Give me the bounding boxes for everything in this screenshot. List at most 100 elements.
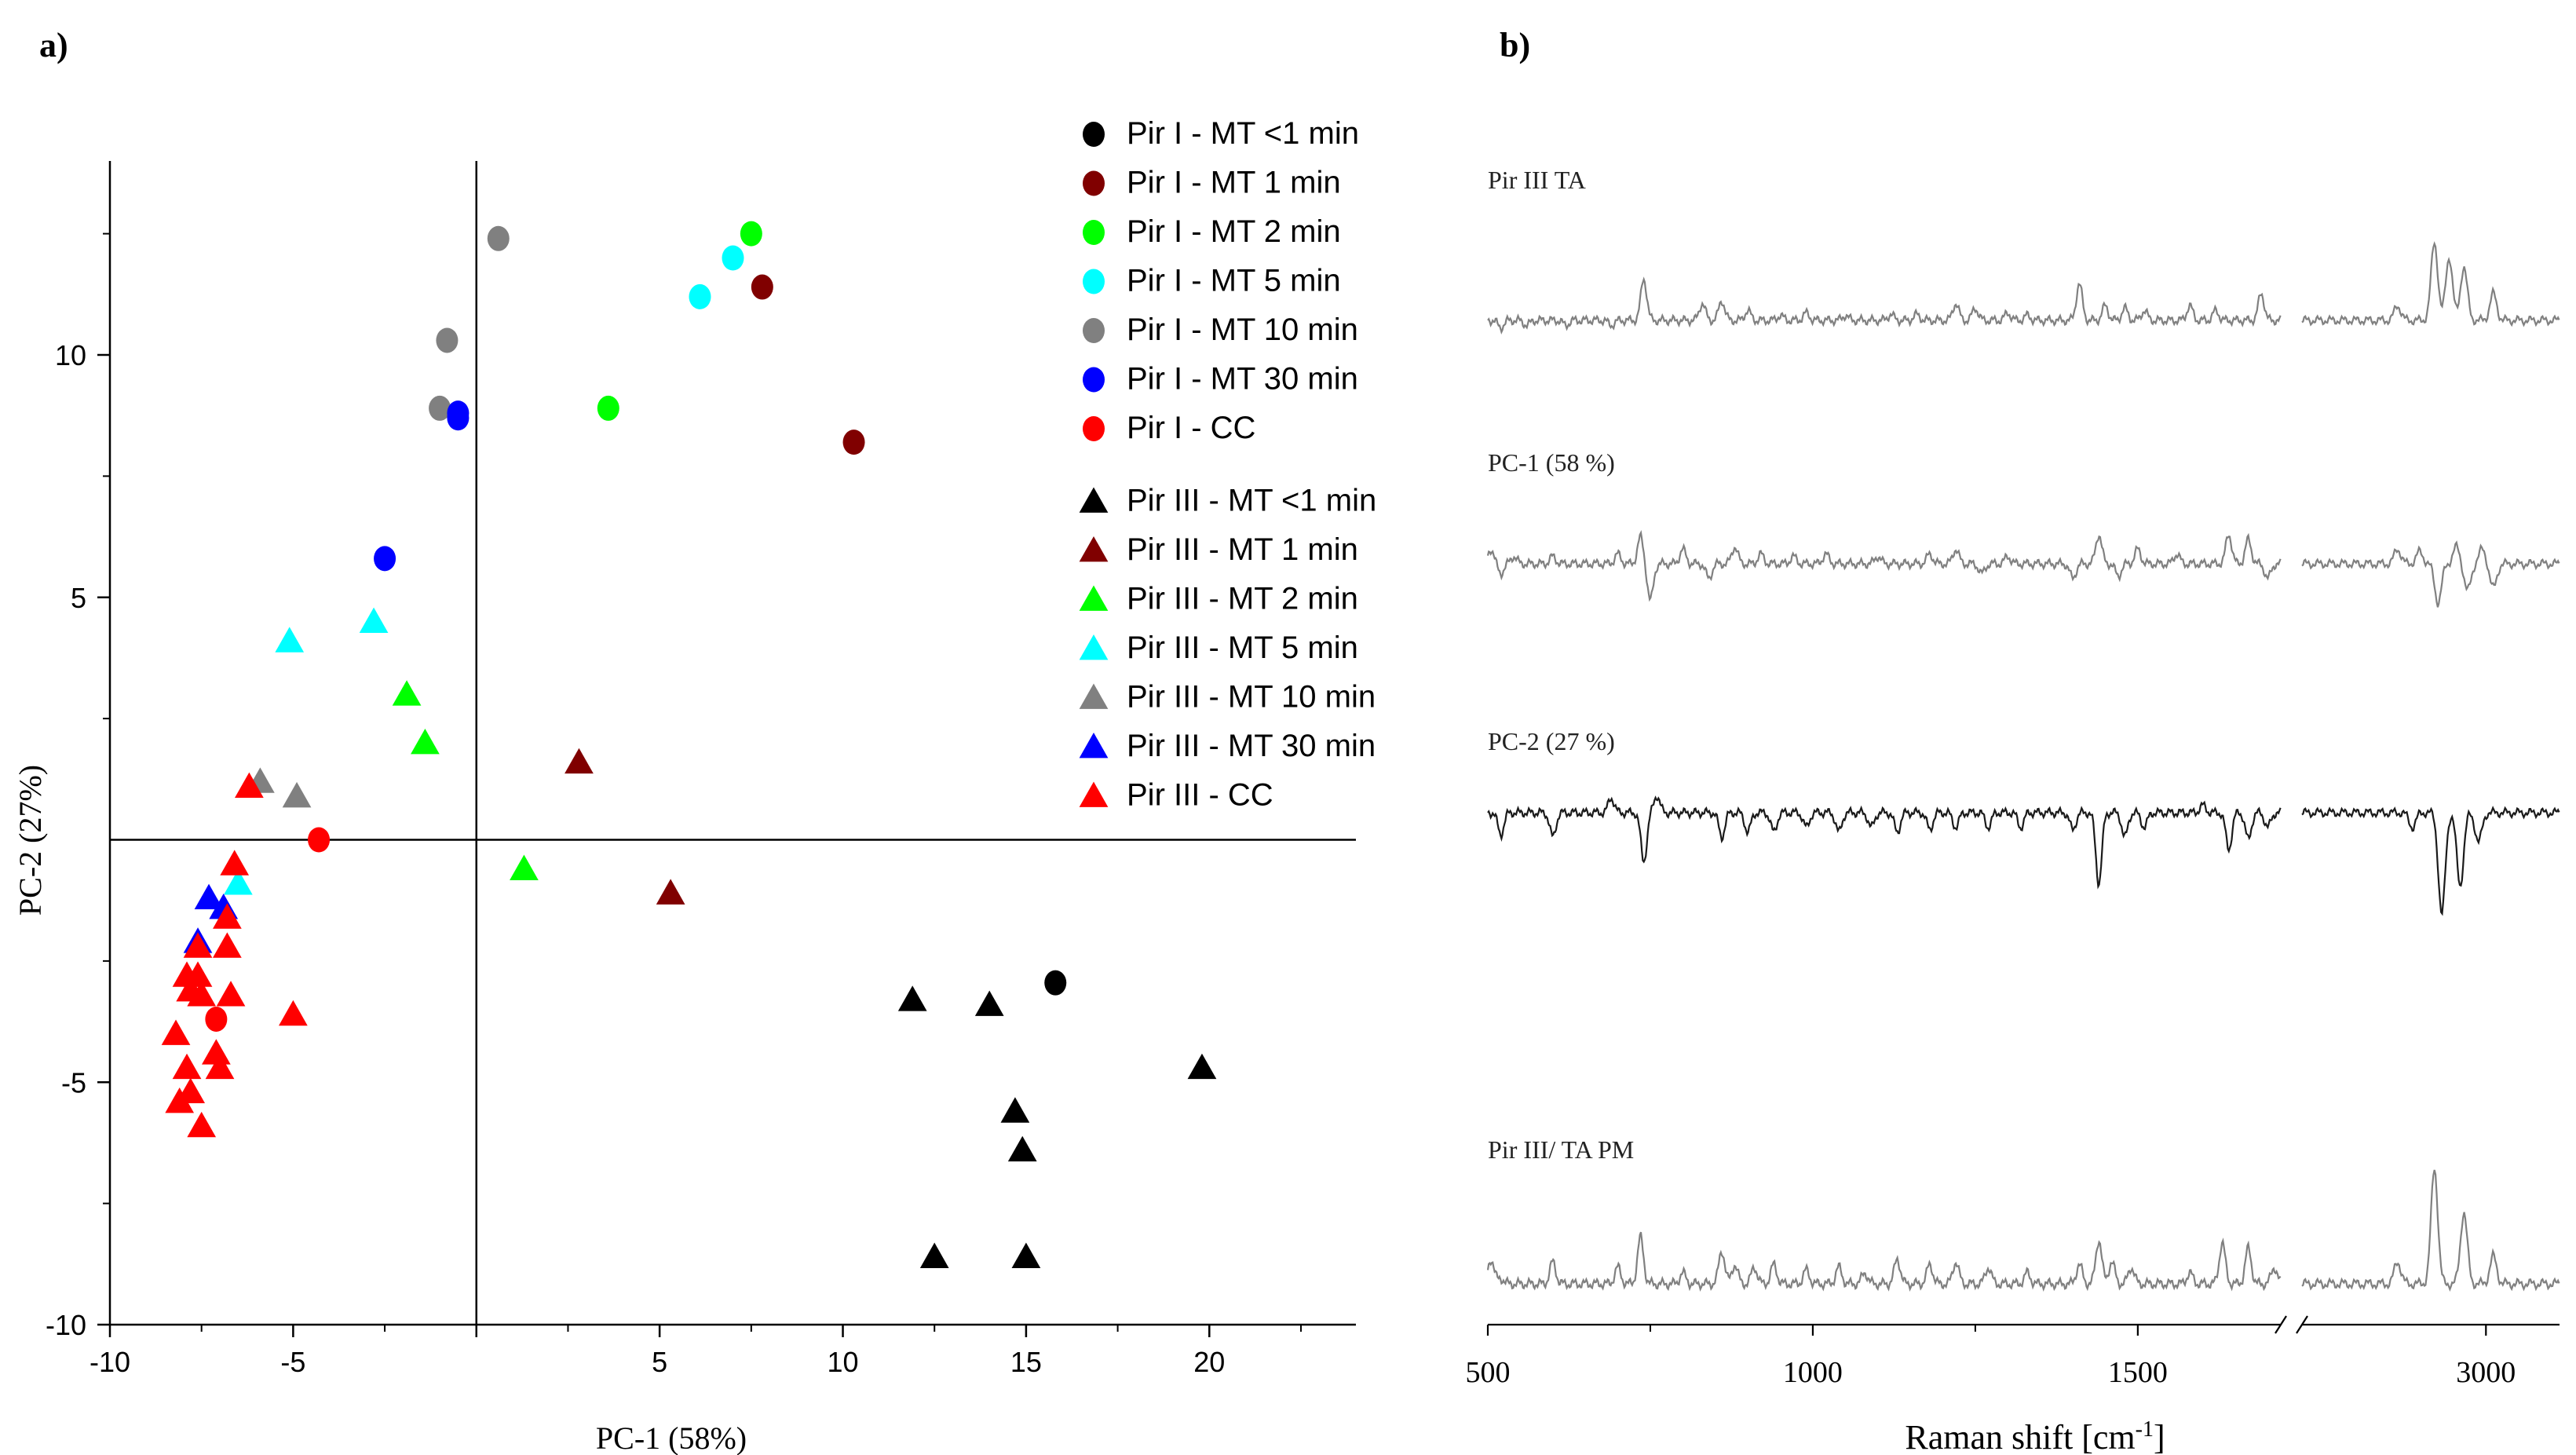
panel-a-label: a) bbox=[39, 26, 68, 64]
point-pir-i-mt-10-min bbox=[436, 327, 459, 353]
triangle-point-pir-iii-cc bbox=[216, 981, 246, 1007]
axis-break-mark bbox=[2296, 1315, 2308, 1334]
b-x-axis-label: Raman shift [cm-1] bbox=[1905, 1417, 2165, 1455]
triangle-point-pir-iii-mt-5-min bbox=[224, 869, 253, 895]
triangle-point-pir-iii-mt-1-min bbox=[1007, 1135, 1037, 1162]
y-axis-label: PC-2 (27%) bbox=[13, 765, 48, 916]
legend-label: Pir III - CC bbox=[1127, 778, 1273, 813]
legend-label: Pir III - MT 2 min bbox=[1127, 582, 1358, 616]
legend-label: Pir I - MT 2 min bbox=[1127, 214, 1341, 249]
triangle-point-pir-iii-mt-5-min bbox=[359, 607, 389, 634]
legend-marker-pir-i-mt-10-min bbox=[1083, 318, 1105, 343]
triangle-point-pir-iii-cc bbox=[213, 932, 242, 958]
b-x-axis: 500 1000 1500 3000 bbox=[1466, 1315, 2560, 1389]
point-pir-i-mt-1-min bbox=[751, 274, 773, 300]
legend-marker-pir-iii-mt-10-min bbox=[1079, 683, 1109, 709]
triangle-point-pir-iii-mt-1-min bbox=[919, 1242, 949, 1268]
spectrum-pir-iii-ta-high bbox=[2301, 241, 2560, 327]
triangle-point-pir-iii-mt-5-min bbox=[275, 627, 305, 653]
legend-marker-pir-iii-mt-5-min bbox=[1079, 634, 1109, 660]
b-x-tick-label: 1000 bbox=[1783, 1356, 1843, 1389]
x-ticks: -10 -5 5 10 15 20 bbox=[90, 1325, 1302, 1378]
triangle-point-pir-iii-cc bbox=[187, 981, 217, 1007]
legend-label: Pir III - MT 30 min bbox=[1127, 729, 1376, 763]
legend-marker-pir-i-mt-30-min bbox=[1083, 367, 1105, 393]
b-x-tick-label: 1500 bbox=[2108, 1356, 2168, 1389]
triangle-point-pir-iii-cc bbox=[205, 1053, 235, 1080]
triangle-point-pir-iii-mt-1-min bbox=[1011, 1242, 1041, 1268]
b-x-tick-label: 500 bbox=[1466, 1356, 1511, 1389]
triangle-point-pir-iii-cc bbox=[161, 1019, 191, 1045]
point-pir-i-mt-5-min bbox=[689, 283, 711, 309]
x-tick-label: 10 bbox=[828, 1346, 859, 1378]
legend-marker-pir-i-mt-5-min bbox=[1083, 269, 1105, 294]
spectrum-pc-1-58-high bbox=[2301, 540, 2560, 608]
triangle-point-pir-iii-mt-10-min bbox=[282, 781, 312, 808]
legend-marker-pir-iii-mt-1-min bbox=[1079, 536, 1109, 562]
triangle-point-pir-iii-mt-1-min bbox=[974, 990, 1004, 1016]
spectrum-label-pir-iii-ta-pm: Pir III/ TA PM bbox=[1488, 1135, 1634, 1164]
x-tick-label: 5 bbox=[652, 1346, 667, 1378]
legend-marker-pir-i-cc bbox=[1083, 416, 1105, 441]
point-pir-i-mt-30-min bbox=[374, 546, 396, 572]
spectra: Pir III TA PC-1 (58 %) PC-2 (27 %) Pir III/… bbox=[1486, 166, 2560, 1292]
point-pir-i-mt-2-min bbox=[740, 221, 762, 247]
y-tick-label: -10 bbox=[46, 1309, 86, 1341]
triangle-point-pir-iii-mt-1-min bbox=[897, 985, 927, 1011]
legend-label: Pir III - MT <1 min bbox=[1127, 484, 1376, 518]
spectrum-label-pir-iii-ta: Pir III TA bbox=[1488, 166, 1586, 194]
legend-label: Pir I - MT 10 min bbox=[1127, 313, 1358, 347]
x-tick-label: -5 bbox=[280, 1346, 305, 1378]
b-x-tick-label: 3000 bbox=[2456, 1356, 2516, 1389]
data-points bbox=[161, 221, 1217, 1268]
panel-a: a) -10 -5 5 10 15 20 -10 -5 5 10 PC-1 (58%) PC-2… bbox=[13, 26, 1376, 1455]
triangle-point-pir-iii-mt-1-min bbox=[565, 748, 594, 774]
legend-marker-pir-i-mt-1-min bbox=[1083, 170, 1105, 196]
y-ticks: -10 -5 5 10 bbox=[46, 232, 110, 1341]
x-tick-label: -10 bbox=[90, 1346, 130, 1378]
point-pir-i-mt-10-min bbox=[487, 225, 510, 251]
legend-label: Pir III - MT 1 min bbox=[1127, 532, 1358, 567]
point-pir-i-mt-2-min bbox=[597, 395, 619, 421]
triangle-point-pir-iii-mt-2-min bbox=[510, 854, 539, 880]
triangle-point-pir-iii-mt-30-min bbox=[194, 883, 224, 909]
spectrum-pir-iii-ta-low bbox=[1487, 276, 2282, 335]
triangle-point-pir-iii-cc bbox=[172, 1053, 202, 1080]
legend-marker-pir-i-mt-1-min bbox=[1083, 122, 1105, 147]
panel-b-label: b) bbox=[1500, 26, 1530, 64]
spectrum-label-pc-2-27: PC-2 (27 %) bbox=[1488, 727, 1615, 755]
legend-marker-pir-i-mt-2-min bbox=[1083, 220, 1105, 245]
triangle-point-pir-iii-mt-1-min bbox=[1187, 1053, 1217, 1080]
triangle-point-pir-iii-cc bbox=[183, 932, 213, 958]
point-pir-i-cc bbox=[205, 1006, 228, 1032]
triangle-point-pir-iii-mt-1-min bbox=[1000, 1097, 1030, 1123]
axis-break-mark bbox=[2275, 1315, 2287, 1334]
legend-label: Pir I - MT 1 min bbox=[1127, 166, 1341, 200]
x-axis-label: PC-1 (58%) bbox=[596, 1420, 747, 1455]
spectrum-pir-iii-ta-pm-low bbox=[1486, 1231, 2282, 1292]
spectrum-pc-2-27-low bbox=[1487, 795, 2282, 890]
y-tick-label: 5 bbox=[71, 582, 86, 614]
spectrum-pir-iii-ta-pm-high bbox=[2301, 1169, 2560, 1292]
x-tick-label: 20 bbox=[1193, 1346, 1225, 1378]
point-pir-i-mt-5-min bbox=[722, 245, 744, 271]
point-pir-i-mt-1-min bbox=[1044, 970, 1067, 996]
legend-label: Pir I - MT <1 min bbox=[1127, 116, 1359, 151]
legend: Pir I - MT <1 min Pir I - MT 1 min Pir I -… bbox=[1079, 116, 1376, 813]
legend-marker-pir-iii-mt-1-min bbox=[1079, 487, 1109, 513]
triangle-point-pir-iii-mt-1-min bbox=[656, 879, 685, 905]
point-pir-i-mt-1-min bbox=[842, 430, 865, 455]
x-tick-label: 15 bbox=[1010, 1346, 1042, 1378]
point-pir-i-cc bbox=[308, 827, 331, 853]
y-tick-label: -5 bbox=[61, 1066, 86, 1099]
triangle-point-pir-iii-mt-2-min bbox=[392, 680, 422, 706]
legend-label: Pir III - MT 5 min bbox=[1127, 631, 1358, 665]
triangle-point-pir-iii-cc bbox=[187, 1111, 217, 1138]
legend-marker-pir-iii-mt-2-min bbox=[1079, 585, 1109, 611]
legend-marker-pir-iii-cc bbox=[1079, 781, 1109, 807]
triangle-point-pir-iii-cc bbox=[235, 772, 264, 798]
legend-label: Pir I - MT 30 min bbox=[1127, 362, 1358, 397]
legend-label: Pir I - MT 5 min bbox=[1127, 264, 1341, 298]
